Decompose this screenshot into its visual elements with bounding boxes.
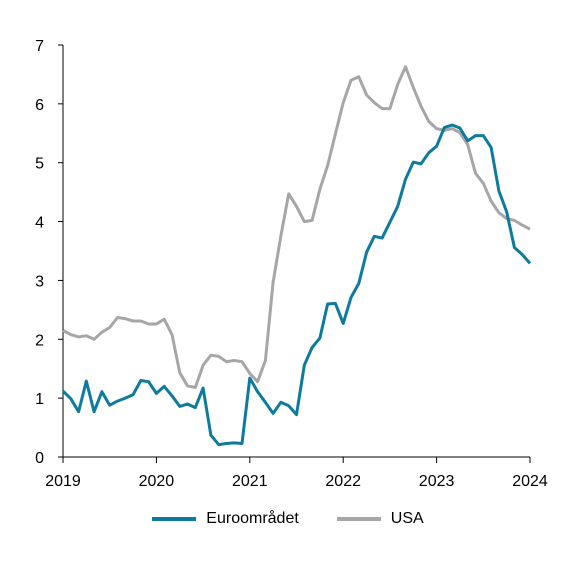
x-tick-label: 2020 (139, 473, 175, 490)
y-tick-label: 2 (35, 332, 44, 349)
legend-label-euro: Euroområdet (206, 510, 299, 527)
y-tick-label: 7 (35, 38, 44, 55)
y-tick-label: 4 (35, 215, 44, 232)
series-line-euro (61, 123, 532, 447)
axes (58, 44, 531, 463)
legend-swatch-usa (336, 517, 381, 521)
x-tick-label: 2019 (45, 473, 81, 490)
y-tick-label: 1 (35, 391, 44, 408)
y-tick-label: 0 (35, 450, 44, 467)
x-tick-label: 2021 (232, 473, 268, 490)
y-tick-label: 6 (35, 97, 44, 114)
series-lines (61, 65, 532, 447)
series-line-usa (62, 65, 531, 389)
tick-labels: 0 1 2 3 4 5 6 7 2019 2020 2021 2022 2023 2024 (35, 38, 548, 490)
chart: 0 1 2 3 4 5 6 7 2019 2020 2021 2022 2023 2024 (35, 38, 548, 490)
x-tick-label: 2024 (512, 473, 548, 490)
legend-item-euro: Euroområdet (152, 510, 299, 528)
y-tick-label: 3 (35, 273, 44, 290)
x-tick-label: 2022 (325, 473, 361, 490)
legend: Euroområdet USA (0, 510, 576, 528)
legend-swatch-euro (152, 517, 197, 521)
legend-label-usa: USA (390, 510, 424, 527)
legend-item-usa: USA (336, 510, 424, 528)
x-tick-label: 2023 (419, 473, 455, 490)
y-tick-label: 5 (35, 156, 44, 173)
